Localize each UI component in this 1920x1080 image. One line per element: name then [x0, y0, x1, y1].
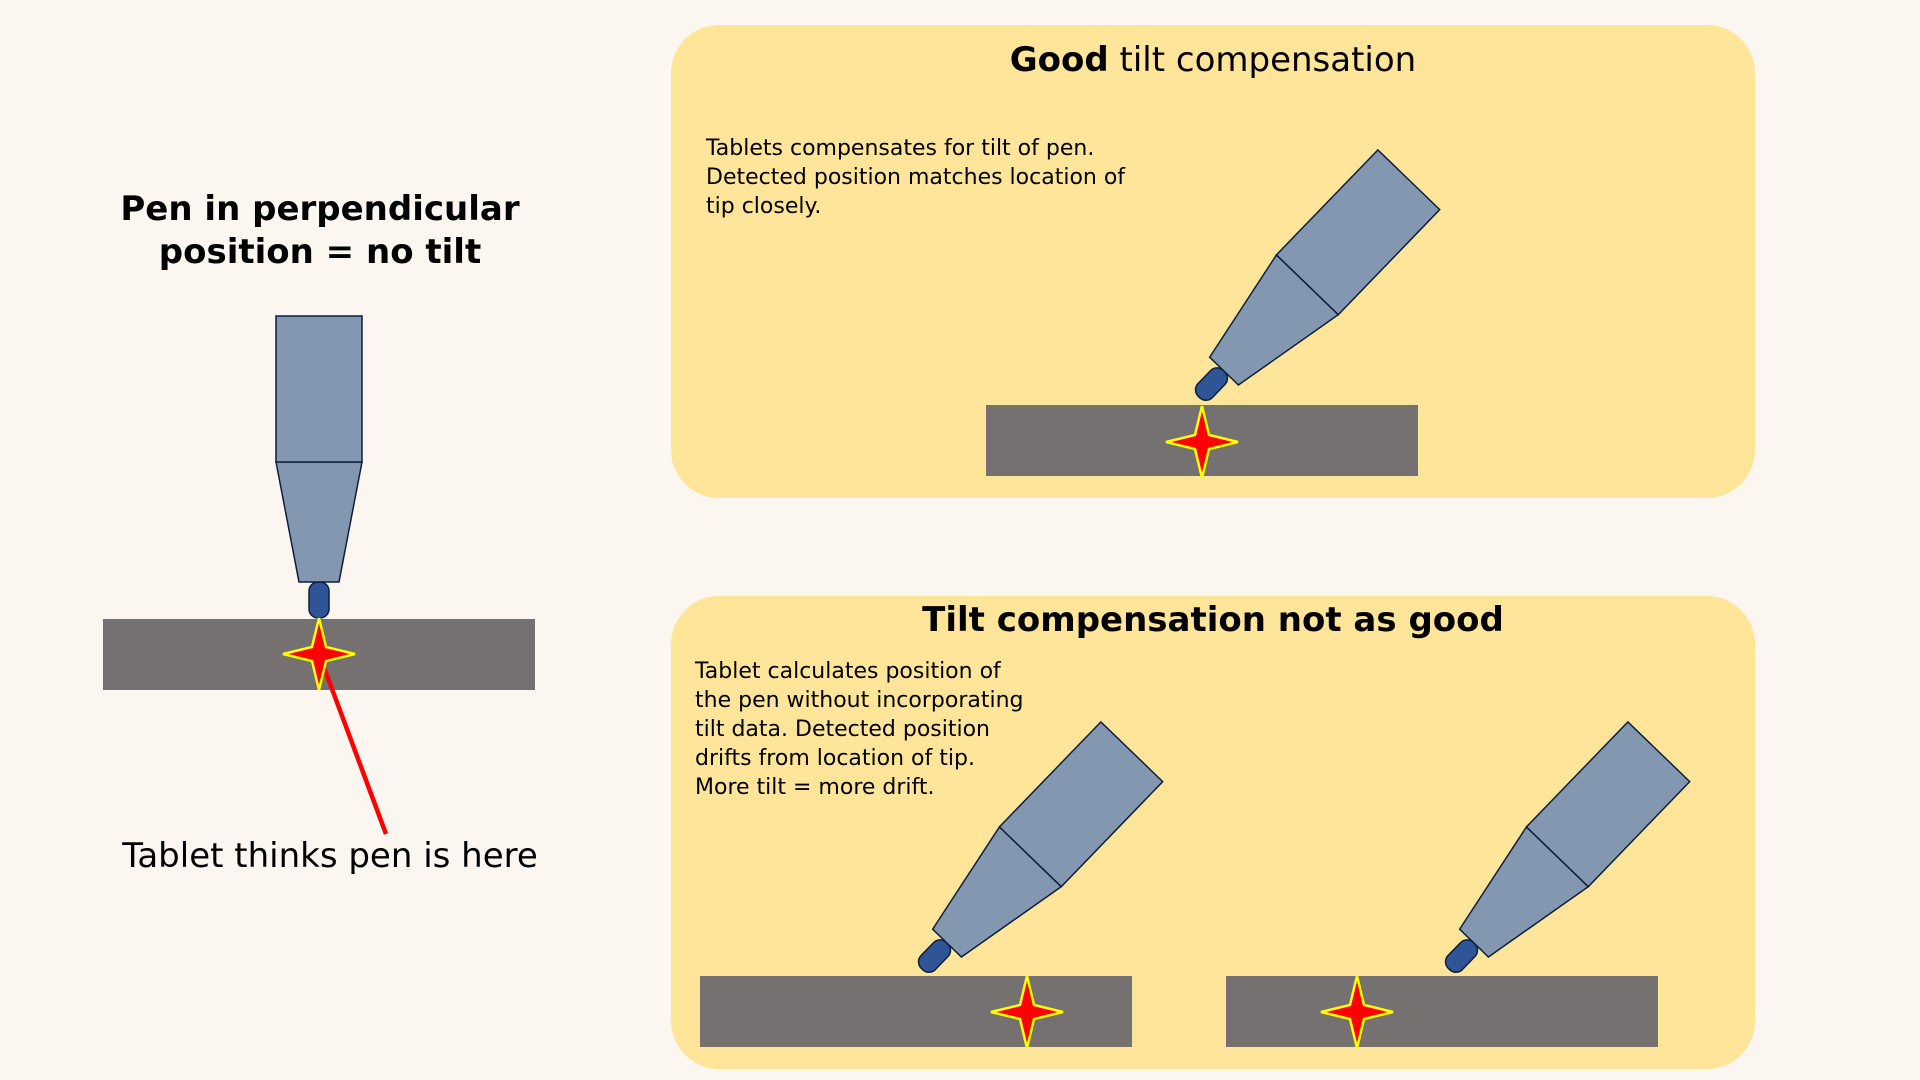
poor-tablet-2	[1226, 976, 1658, 1047]
poor-compensation-title: Tilt compensation not as good	[922, 600, 1504, 640]
good-title-rest: tilt compensation	[1108, 40, 1417, 80]
poor-compensation-description: Tablet calculates position of the pen wi…	[695, 659, 1024, 800]
left-pen	[275, 315, 363, 619]
good-compensation-title: Good tilt compensation	[671, 40, 1755, 80]
good-title-bold: Good	[1009, 40, 1109, 80]
perpendicular-title: Pen in perpendicular position = no tilt	[20, 188, 620, 274]
good-tilted-pen	[1167, 149, 1441, 428]
poor-tilted-pen-1	[890, 721, 1164, 1000]
good-compensation-description: Tablets compensates for tilt of pen. Det…	[706, 136, 1126, 219]
perpendicular-title-line1: Pen in perpendicular	[120, 189, 520, 229]
poor-tablet-1	[700, 976, 1132, 1047]
tablet-position-caption: Tablet thinks pen is here	[122, 836, 538, 876]
perpendicular-title-line2: position = no tilt	[158, 232, 482, 272]
poor-tilted-pen-2	[1417, 721, 1691, 1000]
pointer-line	[316, 653, 389, 835]
